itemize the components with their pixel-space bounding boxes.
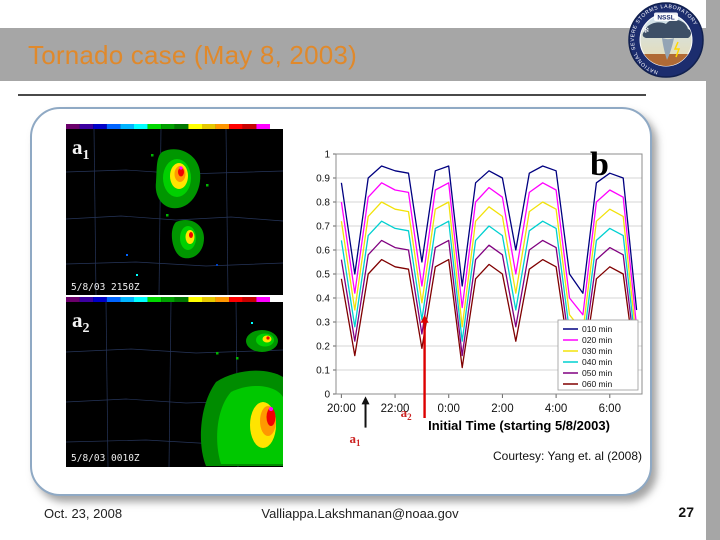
- svg-text:0.6: 0.6: [316, 246, 330, 257]
- radar-timestamp-a1: 5/8/03 2150Z: [71, 282, 140, 293]
- svg-text:1: 1: [324, 150, 330, 161]
- svg-text:030 min: 030 min: [582, 346, 613, 356]
- storm-cell-cluster: [200, 322, 283, 466]
- svg-text:2:00: 2:00: [491, 403, 513, 415]
- chart-panel-label: b: [590, 146, 609, 183]
- timeseries-chart: 1 0.9 0.8 0.7 0.6 0.5 0.4 0.3 0.2 0.1 0 20:00 22:00 0…: [302, 142, 662, 462]
- svg-text:020 min: 020 min: [582, 335, 613, 345]
- logo-storm-cloud: [642, 19, 691, 38]
- svg-text:0.8: 0.8: [316, 198, 330, 209]
- nssl-logo: NATIONAL SEVERE STORMS LABORATORY ❄ NSSL: [628, 2, 704, 78]
- page-number: 27: [678, 504, 694, 520]
- svg-text:0.9: 0.9: [316, 174, 330, 185]
- svg-text:010 min: 010 min: [582, 324, 613, 334]
- svg-text:0.5: 0.5: [316, 270, 330, 281]
- radar-frame-label-a1: a1: [72, 135, 90, 163]
- logo-acronym: NSSL: [657, 14, 674, 21]
- svg-text:a2: a2: [401, 405, 413, 422]
- svg-text:0.7: 0.7: [316, 222, 330, 233]
- footer-date: Oct. 23, 2008: [44, 506, 123, 521]
- logo-tornado-funnel: [662, 38, 674, 60]
- svg-text:Initial Time (starting 5/8/200: Initial Time (starting 5/8/2003): [428, 418, 610, 433]
- svg-text:22:00: 22:00: [381, 403, 410, 415]
- title-band: [0, 28, 706, 81]
- slide-title: Tornado case (May 8, 2003): [28, 40, 357, 70]
- county-boundaries: [66, 128, 283, 295]
- reflectivity-colorbar: [66, 124, 283, 129]
- storm-cell-cluster: [126, 149, 218, 276]
- svg-text:0.4: 0.4: [316, 294, 330, 305]
- svg-text:6:00: 6:00: [599, 403, 621, 415]
- logo-banner: [654, 12, 678, 21]
- nssl-logo-graphic: NATIONAL SEVERE STORMS LABORATORY ❄ NSSL: [628, 2, 704, 78]
- logo-lightning-icon: [673, 41, 681, 58]
- svg-text:060 min: 060 min: [582, 379, 613, 389]
- radar-image-a1: a1 5/8/03 2150Z: [66, 124, 283, 295]
- svg-text:0.2: 0.2: [316, 342, 330, 353]
- chart-canvas: 1 0.9 0.8 0.7 0.6 0.5 0.4 0.3 0.2 0.1 0 20:00 22:00 0…: [316, 150, 643, 448]
- courtesy-note: Courtesy: Yang et. al (2008): [493, 449, 642, 463]
- logo-snowflake-icon: ❄: [642, 25, 650, 35]
- right-edge-strip: [706, 0, 720, 540]
- svg-text:0.3: 0.3: [316, 318, 330, 329]
- svg-text:4:00: 4:00: [545, 403, 567, 415]
- svg-text:20:00: 20:00: [327, 403, 356, 415]
- svg-text:0.1: 0.1: [316, 366, 330, 377]
- footer-email: Valliappa.Lakshmanan@noaa.gov: [261, 506, 459, 521]
- reflectivity-colorbar: [66, 297, 283, 302]
- svg-text:0:00: 0:00: [438, 403, 460, 415]
- svg-text:0: 0: [324, 390, 330, 401]
- svg-text:a1: a1: [350, 431, 362, 448]
- radar-frame-label-a2: a2: [72, 308, 90, 336]
- radar-timestamp-a2: 5/8/03 0010Z: [71, 453, 140, 464]
- title-underline: [18, 94, 646, 96]
- svg-text:040 min: 040 min: [582, 357, 613, 367]
- radar-image-a2: a2 5/8/03 0010Z: [66, 297, 283, 467]
- svg-text:050 min: 050 min: [582, 368, 613, 378]
